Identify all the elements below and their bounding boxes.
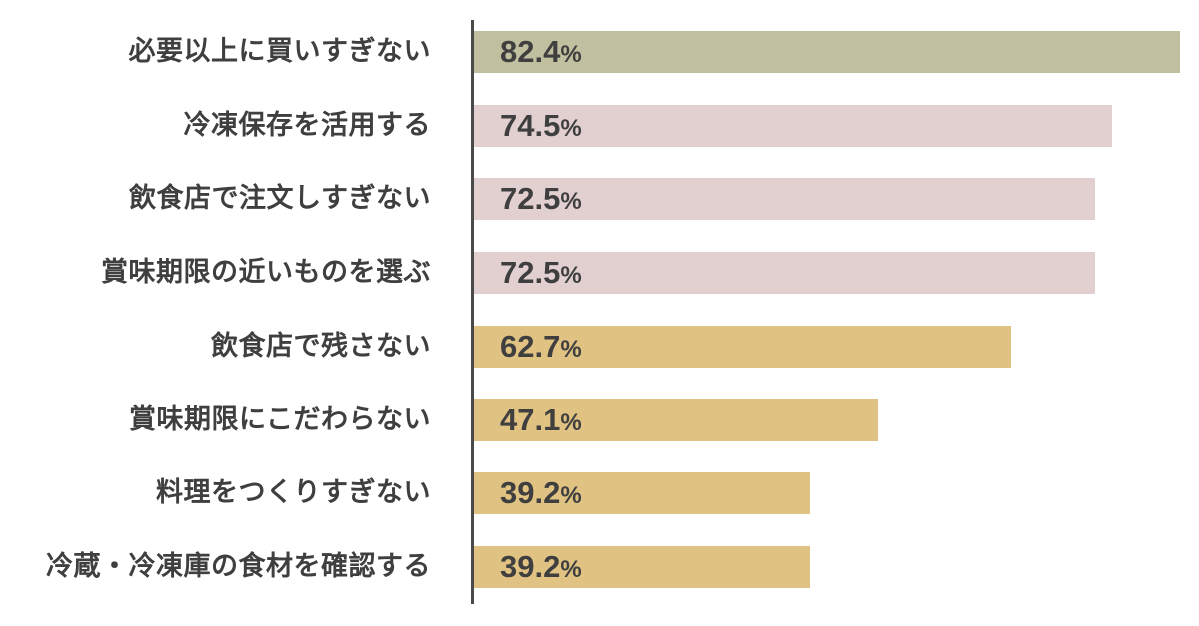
- category-label: 賞味期限の近いものを選ぶ: [101, 257, 431, 288]
- bar-row: 必要以上に買いすぎない 82.4%: [0, 31, 1199, 73]
- category-label: 料理をつくりすぎない: [156, 477, 431, 508]
- value-label: 47.1%: [500, 402, 582, 437]
- bar: [474, 326, 1012, 368]
- bar: [474, 252, 1096, 294]
- bar-row: 冷凍保存を活用する 74.5%: [0, 105, 1199, 147]
- category-label: 飲食店で残さない: [211, 331, 431, 362]
- bar-row: 飲食店で注文しすぎない 72.5%: [0, 178, 1199, 220]
- bar-row: 賞味期限にこだわらない 47.1%: [0, 399, 1199, 441]
- bar: [474, 178, 1096, 220]
- bar: [474, 105, 1113, 147]
- value-label: 72.5%: [500, 255, 582, 290]
- value-label: 82.4%: [500, 34, 582, 69]
- category-label: 必要以上に買いすぎない: [128, 36, 431, 67]
- bar: [474, 546, 810, 588]
- category-label: 飲食店で注文しすぎない: [129, 183, 431, 214]
- category-label: 冷蔵・冷凍庫の食材を確認する: [46, 551, 431, 582]
- value-label: 72.5%: [500, 181, 582, 216]
- value-label: 74.5%: [500, 108, 582, 143]
- bar-row: 冷蔵・冷凍庫の食材を確認する 39.2%: [0, 546, 1199, 588]
- value-label: 39.2%: [500, 549, 582, 584]
- value-label: 62.7%: [500, 329, 582, 364]
- bar-row: 賞味期限の近いものを選ぶ 72.5%: [0, 252, 1199, 294]
- value-label: 39.2%: [500, 475, 582, 510]
- bar-row: 飲食店で残さない 62.7%: [0, 326, 1199, 368]
- bar: [474, 472, 810, 514]
- category-label: 賞味期限にこだわらない: [129, 404, 431, 435]
- bar-row: 料理をつくりすぎない 39.2%: [0, 472, 1199, 514]
- bar: [474, 399, 878, 441]
- y-axis-line: [471, 20, 474, 604]
- category-label: 冷凍保存を活用する: [183, 110, 431, 141]
- bar: [474, 31, 1180, 73]
